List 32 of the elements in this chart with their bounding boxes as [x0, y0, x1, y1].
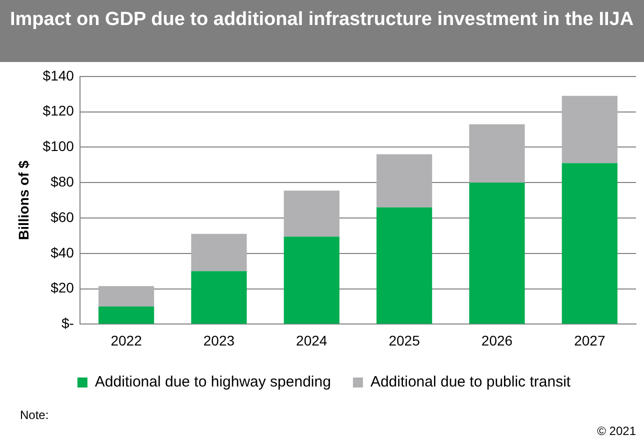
x-tick-label: 2023: [203, 332, 235, 348]
bar: [562, 163, 618, 324]
y-tick-label: $20: [50, 280, 74, 296]
y-axis-title: Billions of $: [15, 160, 32, 240]
y-tick-label: $-: [61, 315, 74, 332]
legend-label: Additional due to public transit: [370, 374, 572, 391]
x-tick-label: 2027: [574, 332, 606, 348]
bar: [284, 190, 340, 237]
y-tick-label: $120: [42, 102, 74, 119]
x-tick-label: 2026: [481, 332, 513, 348]
y-tick-label: $80: [50, 173, 74, 190]
y-tick-label: $100: [42, 138, 74, 154]
x-tick-label: 2022: [110, 332, 142, 348]
y-tick-label: $40: [50, 244, 74, 260]
text: Note:: [20, 408, 49, 422]
bar: [376, 154, 432, 208]
text: © 2021: [597, 424, 636, 438]
bar: [562, 96, 618, 164]
chart-title: Impact on GDP due to additional infrastructure investment in the IIJA: [0, 0, 644, 62]
bar: [376, 207, 432, 324]
y-tick-label: $60: [50, 208, 74, 225]
bar: [284, 236, 340, 324]
legend-label: Additional due to highway spending: [94, 374, 331, 391]
y-tick-label: $140: [42, 67, 74, 84]
bar: [191, 271, 247, 324]
bar: [191, 234, 247, 272]
bar: [469, 182, 525, 324]
bar: [469, 124, 525, 183]
x-tick-label: 2024: [296, 332, 328, 348]
bar: [98, 286, 154, 306]
x-tick-label: 2025: [388, 332, 420, 348]
bar: [98, 306, 154, 324]
